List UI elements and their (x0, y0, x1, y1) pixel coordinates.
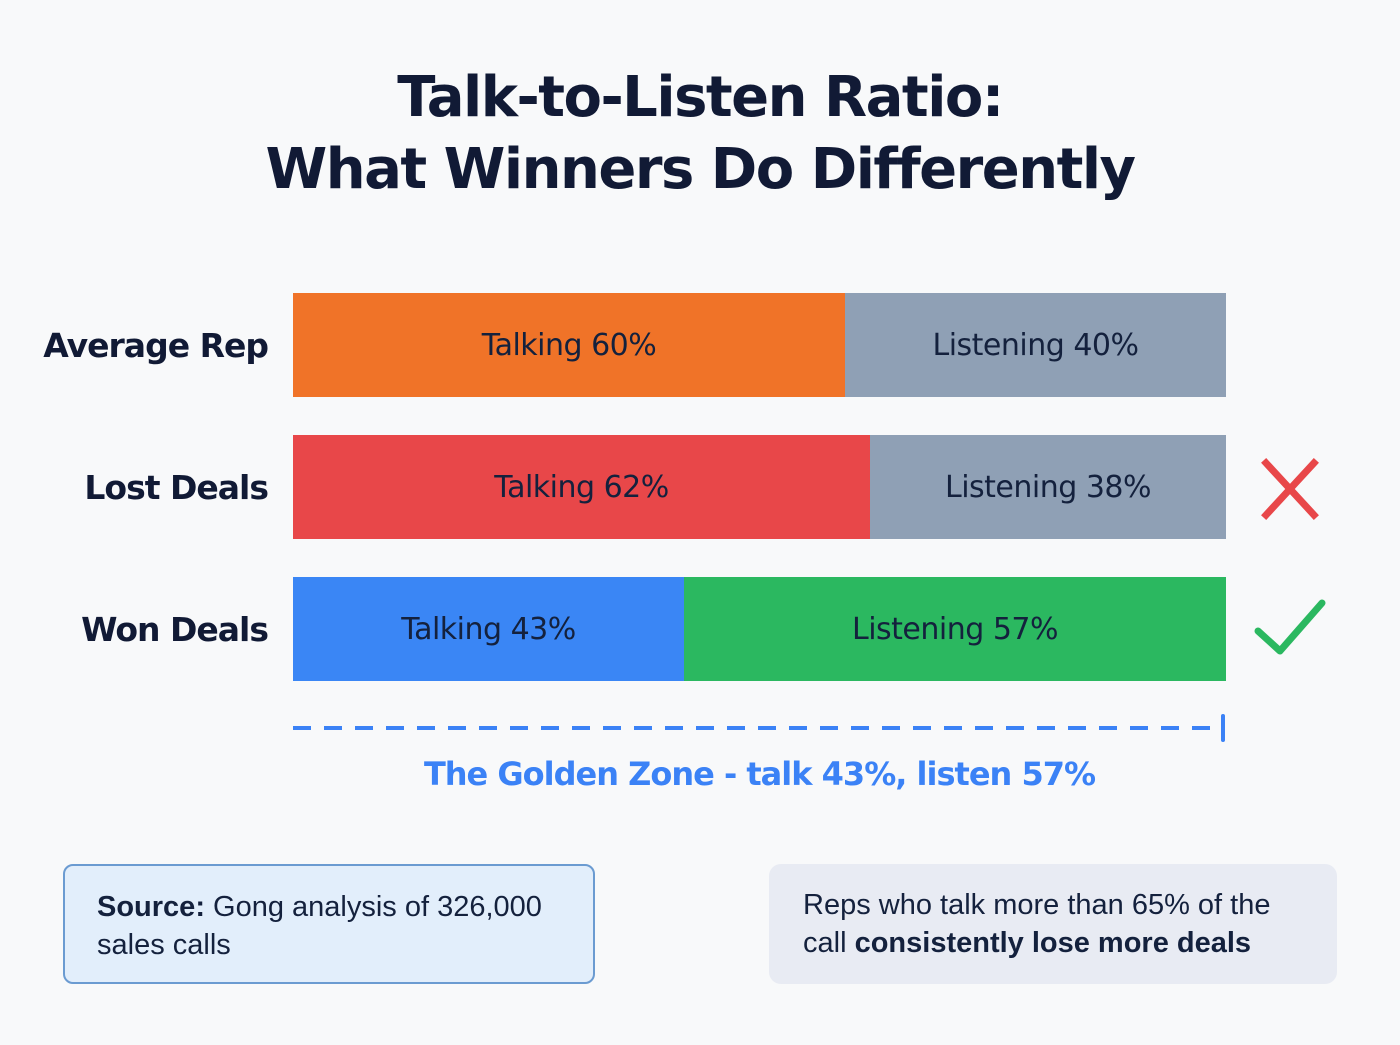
insight-emphasis: consistently lose more deals (854, 927, 1252, 959)
row-label: Average Rep (43, 325, 269, 365)
x-icon (1261, 458, 1319, 520)
source-label: Source: (97, 891, 205, 923)
listening-segment: Listening 38% (870, 435, 1226, 539)
golden-zone-dashed-line (293, 726, 1225, 730)
source-text: Gong analysis of 326,000 sales calls (97, 891, 542, 961)
bar-row-average-rep: Average Rep Talking 60% Listening 40% (0, 293, 1400, 397)
talking-segment: Talking 60% (293, 293, 845, 397)
stacked-bar: Talking 60% Listening 40% (293, 293, 1226, 397)
source-card: Source: Gong analysis of 326,000 sales c… (63, 864, 595, 984)
listening-segment: Listening 57% (684, 577, 1226, 681)
row-label: Lost Deals (84, 467, 269, 507)
check-icon (1254, 599, 1326, 655)
listening-segment: Listening 40% (845, 293, 1226, 397)
title-line-2: What Winners Do Differently (265, 137, 1136, 202)
row-label: Won Deals (81, 609, 269, 649)
insight-card: Reps who talk more than 65% of the call … (769, 864, 1337, 984)
bar-row-won-deals: Won Deals Talking 43% Listening 57% (0, 577, 1400, 681)
talking-segment: Talking 62% (293, 435, 870, 539)
talking-segment: Talking 43% (293, 577, 684, 681)
bar-row-lost-deals: Lost Deals Talking 62% Listening 38% (0, 435, 1400, 539)
insight-text: Reps who talk more than 65% of the call (803, 889, 1271, 959)
chart-title: Talk-to-Listen Ratio: What Winners Do Di… (0, 62, 1400, 206)
stacked-bar: Talking 62% Listening 38% (293, 435, 1226, 539)
stacked-bar: Talking 43% Listening 57% (293, 577, 1226, 681)
golden-zone-end-marker (1221, 714, 1225, 742)
title-line-1: Talk-to-Listen Ratio: (397, 65, 1004, 130)
golden-zone-label: The Golden Zone - talk 43%, listen 57% (423, 755, 1096, 793)
